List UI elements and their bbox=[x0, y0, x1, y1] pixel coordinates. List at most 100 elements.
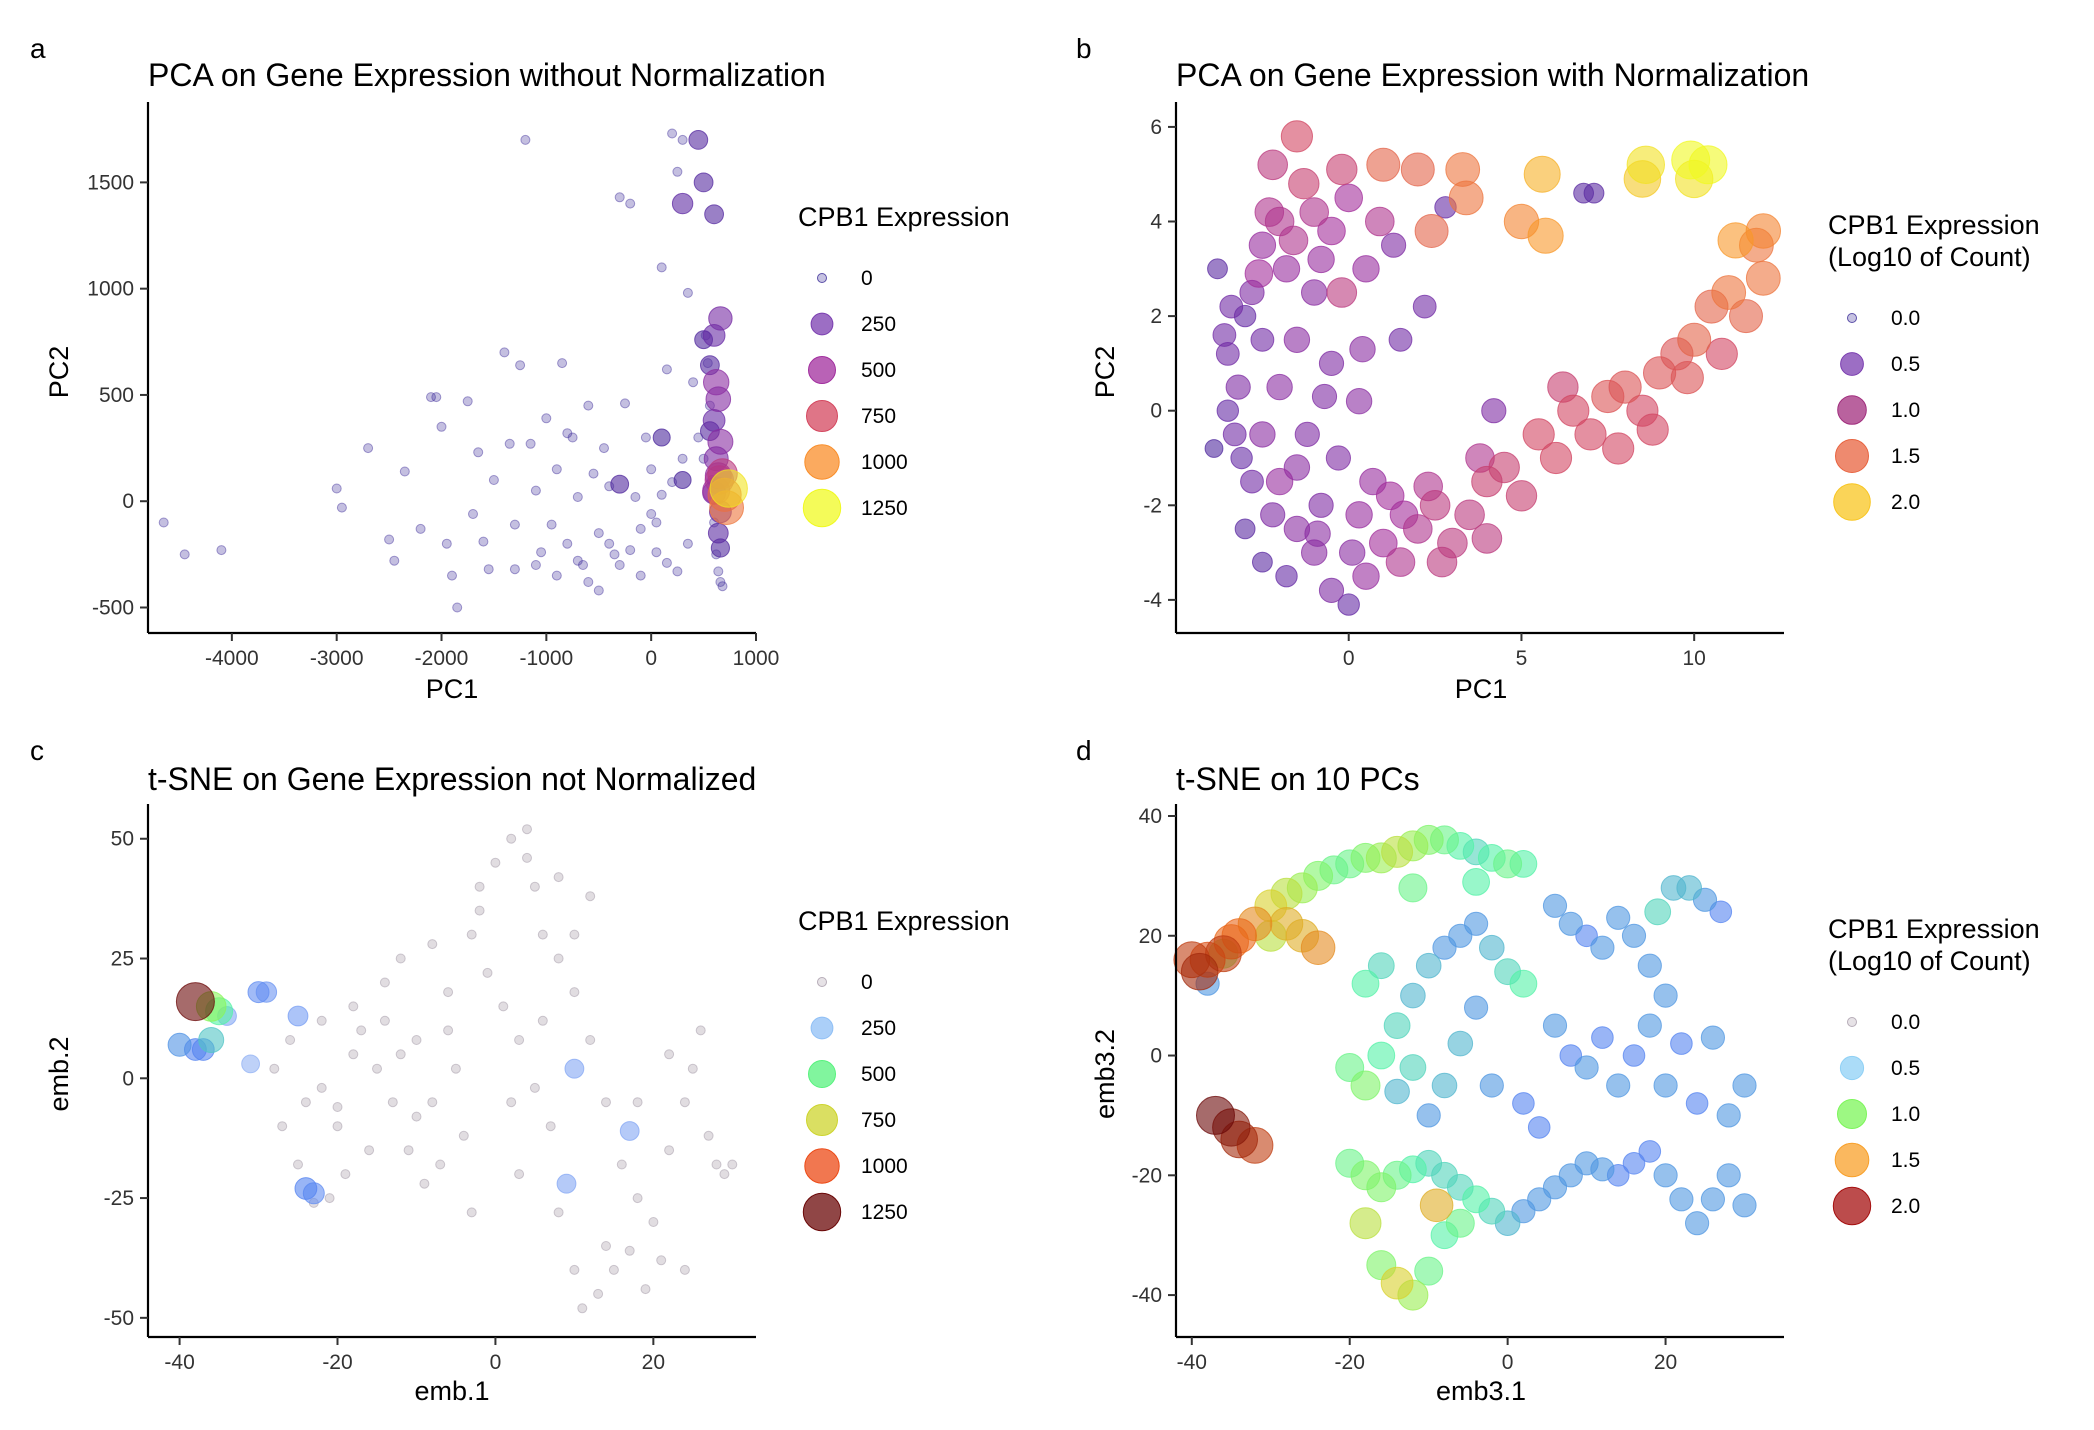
data-point bbox=[593, 528, 604, 539]
data-point bbox=[522, 824, 532, 835]
legend-label: 1000 bbox=[861, 1155, 908, 1178]
data-point bbox=[553, 953, 564, 964]
data-point bbox=[593, 1288, 604, 1299]
data-point bbox=[1505, 480, 1538, 512]
legend: CPB1 Expression(Log10 of Count) 0.0 0.5 1.0… bbox=[1828, 914, 2040, 1226]
legend-label: 1.5 bbox=[1891, 445, 1920, 468]
data-point bbox=[1318, 577, 1345, 604]
data-point bbox=[443, 987, 454, 998]
data-point bbox=[1522, 418, 1555, 451]
x-axis-title-b: PC1 bbox=[1455, 674, 1508, 704]
data-point bbox=[671, 192, 694, 215]
y-tick-label: 25 bbox=[111, 948, 134, 971]
panel-title-c: t-SNE on Gene Expression not Normalized bbox=[148, 761, 756, 797]
data-point bbox=[652, 428, 671, 447]
data-point bbox=[1606, 905, 1631, 930]
data-point bbox=[715, 577, 726, 587]
x-tick-label: 0 bbox=[1502, 1351, 1514, 1374]
legend-label: 250 bbox=[861, 1017, 896, 1040]
data-point bbox=[1732, 1073, 1757, 1098]
data-point bbox=[640, 1284, 651, 1295]
data-point bbox=[1527, 217, 1564, 254]
data-point bbox=[506, 1097, 517, 1108]
data-point bbox=[1260, 502, 1286, 528]
data-point bbox=[1717, 222, 1754, 259]
data-point bbox=[687, 1063, 698, 1074]
data-point bbox=[1196, 1095, 1235, 1135]
data-point bbox=[632, 1193, 643, 1204]
panel-c: c t-SNE on Gene Expression not Normalize… bbox=[30, 735, 1010, 1406]
y-tick-label: -500 bbox=[92, 596, 134, 619]
data-point bbox=[1280, 120, 1314, 153]
data-point bbox=[1381, 232, 1407, 258]
data-point bbox=[1676, 875, 1702, 901]
data-point bbox=[1637, 1013, 1662, 1038]
y-tick-label: -40 bbox=[1132, 1284, 1162, 1307]
data-point bbox=[672, 166, 683, 177]
data-point bbox=[530, 485, 541, 496]
data-point bbox=[1365, 206, 1395, 237]
data-point bbox=[1304, 520, 1331, 547]
data-point bbox=[474, 881, 485, 892]
legend-key bbox=[808, 356, 836, 384]
data-point bbox=[545, 1121, 556, 1132]
data-point bbox=[1447, 1030, 1474, 1057]
data-point bbox=[1419, 490, 1451, 521]
data-point bbox=[1345, 388, 1373, 415]
data-point bbox=[553, 872, 564, 883]
legend-key bbox=[804, 444, 840, 480]
data-point bbox=[688, 377, 699, 388]
data-point bbox=[1180, 952, 1219, 991]
legend-title: (Log10 of Count) bbox=[1828, 242, 2031, 272]
y-axis-title-b: PC2 bbox=[1090, 346, 1120, 399]
data-point bbox=[331, 483, 342, 494]
data-point bbox=[1337, 593, 1360, 616]
x-tick-label: -1000 bbox=[519, 647, 573, 670]
data-point bbox=[450, 1063, 461, 1074]
data-point bbox=[651, 517, 662, 528]
legend-key bbox=[1835, 439, 1869, 473]
data-point bbox=[1638, 1140, 1662, 1163]
y-tick-label: -50 bbox=[104, 1307, 134, 1330]
data-point bbox=[610, 474, 630, 494]
data-point bbox=[1288, 168, 1320, 200]
data-point bbox=[567, 432, 578, 443]
data-point bbox=[546, 519, 557, 530]
x-tick-label: 20 bbox=[1654, 1351, 1677, 1374]
legend-title: CPB1 Expression bbox=[1828, 210, 2040, 240]
data-point bbox=[1670, 1032, 1693, 1055]
x-tick-label: -20 bbox=[322, 1351, 352, 1374]
data-point bbox=[504, 438, 515, 449]
data-point bbox=[601, 1241, 611, 1251]
legend-title: (Log10 of Count) bbox=[1828, 946, 2031, 976]
data-point bbox=[1326, 153, 1358, 186]
data-point bbox=[387, 1097, 398, 1108]
data-point bbox=[1400, 982, 1426, 1009]
data-point bbox=[509, 564, 520, 575]
data-point bbox=[515, 360, 526, 371]
data-point bbox=[704, 204, 724, 225]
data-point bbox=[529, 881, 540, 892]
data-point bbox=[1622, 1044, 1646, 1067]
panel-letter-c: c bbox=[30, 735, 44, 766]
y-tick-label: 40 bbox=[1139, 805, 1162, 828]
data-point bbox=[619, 1121, 640, 1141]
data-point bbox=[682, 538, 693, 549]
data-point bbox=[1349, 1207, 1382, 1240]
data-point bbox=[1345, 501, 1373, 529]
data-point bbox=[556, 1173, 577, 1194]
data-point bbox=[708, 306, 733, 331]
legend-key bbox=[1837, 395, 1867, 425]
data-point bbox=[1414, 214, 1449, 248]
legend-label: 500 bbox=[861, 1063, 896, 1086]
data-point bbox=[646, 464, 657, 475]
data-point bbox=[399, 466, 410, 477]
legend-label: 1.0 bbox=[1891, 1103, 1920, 1126]
x-tick-label: 10 bbox=[1683, 647, 1706, 670]
data-point bbox=[293, 1159, 303, 1170]
data-point bbox=[452, 602, 463, 613]
y-tick-label: 0 bbox=[1150, 400, 1162, 423]
data-point bbox=[1244, 259, 1274, 288]
legend-key bbox=[808, 1060, 836, 1088]
y-tick-label: -4 bbox=[1143, 589, 1162, 612]
